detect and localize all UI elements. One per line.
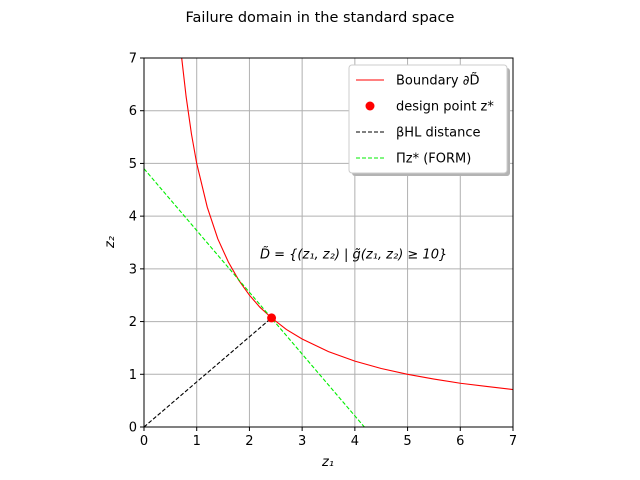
- y-tick-label: 0: [129, 421, 137, 436]
- x-axis-label: z₁: [321, 455, 334, 470]
- axes-frame: [143, 57, 514, 428]
- x-tick-label: 1: [193, 434, 201, 449]
- x-tick-label: 2: [245, 434, 253, 449]
- legend-box: [348, 64, 508, 174]
- x-tick-label: 0: [140, 434, 148, 449]
- chart-title: Failure domain in the standard space: [186, 10, 455, 26]
- plot-area: [144, 58, 513, 427]
- legend-label: design point z*: [396, 100, 494, 115]
- legend-marker: [365, 101, 375, 111]
- y-axis-label: z₂: [103, 236, 118, 249]
- x-tick-label: 3: [298, 434, 306, 449]
- legend-label: Πz* (FORM): [396, 152, 471, 167]
- design-point-marker: [267, 313, 277, 323]
- y-tick-label: 3: [129, 262, 137, 277]
- series-line-2: [144, 317, 272, 427]
- legend-label: βHL distance: [396, 126, 481, 141]
- series-line-3: [144, 168, 365, 427]
- y-tick-label: 5: [129, 157, 137, 172]
- x-ticks: 0 1 2 3 4 5 6 7: [140, 427, 517, 449]
- y-tick-label: 1: [129, 368, 137, 383]
- x-tick-label: 5: [403, 434, 411, 449]
- y-tick-label: 6: [129, 104, 137, 119]
- y-tick-label: 2: [129, 315, 137, 330]
- x-tick-label: 7: [509, 434, 517, 449]
- annotation-text: D̃ = {(z₁, z₂) | g̃(z₁, z₂) ≥ 10}: [260, 247, 447, 262]
- y-ticks: 0 1 2 3 4 5 6 7: [129, 52, 144, 436]
- x-tick-label: 6: [456, 434, 464, 449]
- legend: Boundary ∂D̃ design point z* βHL distance Π…: [348, 64, 510, 176]
- y-tick-label: 4: [129, 210, 137, 225]
- x-tick-label: 4: [351, 434, 359, 449]
- y-tick-label: 7: [129, 52, 137, 67]
- legend-label: Boundary ∂D̃: [396, 73, 479, 88]
